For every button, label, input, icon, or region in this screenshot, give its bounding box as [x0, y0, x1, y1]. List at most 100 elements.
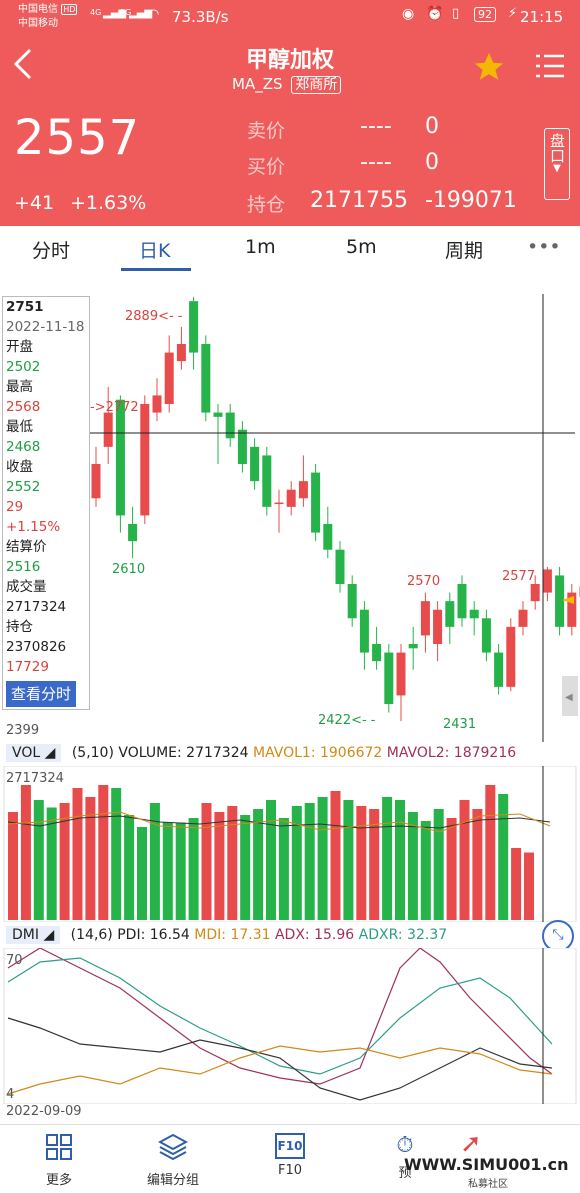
- candle-body[interactable]: [458, 584, 467, 618]
- menu-button[interactable]: [534, 52, 566, 84]
- candle-body[interactable]: [165, 353, 174, 404]
- candle-body[interactable]: [226, 413, 235, 439]
- candle-body[interactable]: [445, 601, 454, 627]
- bid-label: 买价: [247, 152, 285, 179]
- volume-bar: [227, 806, 237, 920]
- candle-body[interactable]: [299, 481, 308, 498]
- volume-chart[interactable]: 2717324: [0, 766, 580, 922]
- candle-body[interactable]: [250, 447, 259, 481]
- open-label: 开盘: [3, 337, 89, 357]
- dmi-chart[interactable]: 70 4: [0, 948, 580, 1104]
- candle-body[interactable]: [323, 524, 332, 550]
- candle-body[interactable]: [543, 569, 552, 592]
- settle-value: 2516: [3, 557, 89, 577]
- candle-body[interactable]: [287, 490, 296, 507]
- candle-body[interactable]: [409, 644, 418, 648]
- candle-body[interactable]: [262, 455, 271, 506]
- volume-bar: [163, 823, 173, 921]
- period-tabs: 分时 日K 1m 5m 周期 •••: [0, 226, 580, 273]
- ask-price: ----: [360, 114, 392, 139]
- candle-body[interactable]: [153, 395, 162, 412]
- candle-body[interactable]: [348, 584, 357, 618]
- tab-timeshare[interactable]: 分时: [32, 236, 70, 263]
- view-timeshare-button[interactable]: 查看分时: [6, 681, 76, 707]
- volume-bar: [460, 800, 470, 920]
- volume-bar: [524, 853, 534, 921]
- candle-body[interactable]: [177, 344, 186, 361]
- bid-price: ----: [360, 150, 392, 175]
- peak-marker-2: 2577: [502, 569, 535, 584]
- active-tab-underline: [121, 268, 191, 271]
- candle-body[interactable]: [128, 524, 137, 541]
- volume-bar: [447, 818, 457, 920]
- volume-label: 成交量: [3, 577, 89, 597]
- tab-daily-k[interactable]: 日K: [139, 236, 170, 263]
- info-date: 2022-11-18: [3, 317, 89, 337]
- candle-body[interactable]: [384, 653, 393, 704]
- volume-bar: [214, 812, 224, 920]
- dmi-axis-top: 70: [6, 953, 23, 968]
- chevron-left-icon: ◀: [565, 692, 573, 703]
- volume-bar: [369, 809, 379, 920]
- candle-body[interactable]: [531, 584, 540, 601]
- nav-more-button[interactable]: 更多: [14, 1133, 104, 1188]
- candle-info-panel: 2751 2022-11-18 开盘 2502 最高 2568 最低 2468 …: [2, 296, 90, 710]
- oi-change: -199071: [425, 188, 517, 213]
- candle-body[interactable]: [494, 653, 503, 687]
- candle-body[interactable]: [116, 400, 125, 516]
- candle-body[interactable]: [238, 430, 247, 464]
- tab-period[interactable]: 周期: [445, 236, 483, 263]
- candle-body[interactable]: [189, 301, 198, 352]
- candle-body[interactable]: [482, 618, 491, 652]
- volume-bar: [511, 848, 521, 920]
- dmi-indicator-tag[interactable]: DMI ◢: [6, 926, 60, 944]
- candle-body[interactable]: [397, 653, 406, 696]
- candle-body[interactable]: [421, 601, 430, 635]
- volume-bar: [498, 794, 508, 920]
- volume-bar: [137, 827, 147, 920]
- candle-body[interactable]: [360, 610, 369, 653]
- nav-edit-group-button[interactable]: 编辑分组: [128, 1133, 218, 1188]
- tab-5m[interactable]: 5m: [346, 236, 377, 258]
- candle-body[interactable]: [92, 464, 101, 498]
- candle-body[interactable]: [336, 550, 345, 584]
- candle-body[interactable]: [214, 413, 223, 417]
- candle-body[interactable]: [555, 575, 564, 626]
- volume-bar: [240, 815, 250, 920]
- candle-body[interactable]: [506, 627, 515, 687]
- candle-body[interactable]: [275, 503, 284, 505]
- low-marker-3: 2431: [443, 717, 476, 732]
- volume-value: 2717324: [3, 597, 89, 617]
- candle-body[interactable]: [372, 644, 381, 661]
- candle-body[interactable]: [519, 610, 528, 627]
- candle-body[interactable]: [140, 404, 149, 515]
- nav-f10-button[interactable]: F10 F10: [245, 1133, 335, 1178]
- volume-bar: [356, 806, 366, 920]
- candle-body[interactable]: [470, 610, 479, 619]
- volume-bar: [124, 815, 134, 920]
- volume-bar: [408, 812, 418, 920]
- axis-min-label: 2399: [6, 723, 39, 738]
- more-tabs-button[interactable]: •••: [527, 236, 561, 258]
- favorite-button[interactable]: [472, 50, 506, 88]
- candle-body[interactable]: [433, 610, 442, 644]
- change-value: 29: [3, 497, 89, 517]
- candle-body[interactable]: [104, 413, 113, 447]
- adxr-text: ADXR: 32.37: [359, 927, 448, 943]
- grid-icon: [45, 1133, 73, 1161]
- alarm-icon: ⏰: [426, 6, 443, 22]
- candle-body[interactable]: [311, 473, 320, 533]
- high-value: 2568: [3, 397, 89, 417]
- vol-indicator-tag[interactable]: VOL ◢: [6, 744, 61, 762]
- candle-body[interactable]: [201, 344, 210, 413]
- oi-label: 持仓: [247, 190, 285, 217]
- nav-more-label: 更多: [14, 1169, 104, 1188]
- f10-icon: F10: [275, 1133, 305, 1159]
- settle-label: 结算价: [3, 537, 89, 557]
- pankou-toggle-button[interactable]: 盘口 ▼: [544, 128, 570, 200]
- net-4g-label: 4G: [90, 8, 101, 17]
- carrier-1: 中国电信 HD: [18, 4, 77, 16]
- vol-indicator-bar: VOL ◢ (5,10) VOLUME: 2717324 MAVOL1: 190…: [6, 744, 576, 766]
- volume-bar: [382, 797, 392, 920]
- tab-1m[interactable]: 1m: [245, 236, 276, 258]
